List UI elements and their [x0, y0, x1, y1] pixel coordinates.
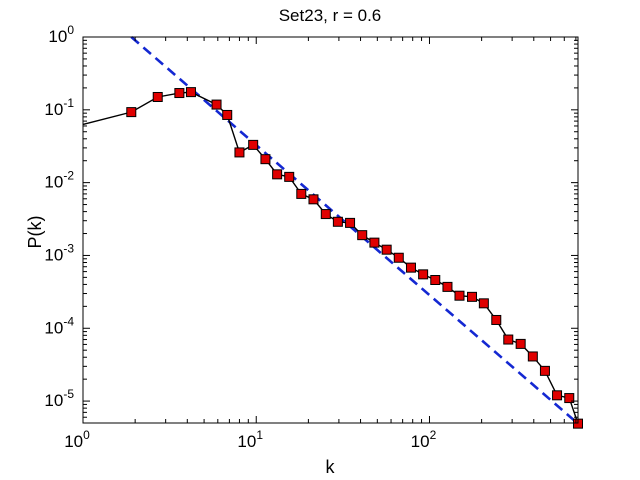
data-point-marker — [260, 154, 271, 165]
data-point-marker — [430, 275, 441, 285]
data-point-marker — [296, 188, 307, 199]
data-point-marker — [418, 269, 429, 280]
chart-title: Set23, r = 0.6 — [279, 6, 382, 25]
data-point-marker — [491, 314, 502, 325]
y-axis-label: P(k) — [25, 216, 45, 249]
data-point-marker — [405, 262, 416, 273]
y-tick-label: 10-3 — [44, 241, 74, 264]
data-point-marker — [369, 237, 380, 248]
data-point-marker — [357, 230, 368, 241]
data-point-marker — [527, 351, 538, 362]
data-point-marker — [320, 209, 331, 220]
data-point-marker — [126, 107, 137, 118]
data-point-marker — [564, 393, 575, 404]
data-point-marker — [381, 244, 392, 255]
data-point-marker — [248, 139, 259, 150]
data-point-marker — [234, 147, 245, 158]
data-point-marker — [478, 298, 489, 309]
data-point-marker — [467, 291, 478, 302]
fit-line — [130, 36, 579, 425]
data-point-marker — [152, 91, 163, 102]
data-point-marker — [345, 217, 356, 228]
x-axis-label: k — [326, 457, 336, 477]
y-tick-label: 10-2 — [44, 169, 74, 192]
data-point-marker — [308, 194, 319, 205]
data-point-marker — [393, 252, 404, 263]
y-tick-label: 10-4 — [44, 314, 74, 337]
data-point-marker — [284, 171, 295, 182]
y-tick-label: 10-1 — [44, 96, 74, 119]
data-point-marker — [332, 216, 343, 227]
data-point-marker — [185, 87, 196, 98]
y-tick-label: 100 — [48, 23, 74, 46]
x-tick-label: 101 — [237, 428, 263, 451]
y-tick-label: 10-5 — [44, 387, 74, 410]
data-point-marker — [442, 281, 453, 292]
data-point-marker — [211, 99, 222, 110]
data-point-marker — [272, 169, 283, 180]
data-point-marker — [539, 365, 550, 376]
x-tick-label: 102 — [411, 428, 437, 451]
data-point-marker — [222, 109, 233, 120]
x-tick-label: 100 — [64, 428, 90, 451]
data-point-marker — [174, 88, 185, 99]
data-point-marker — [503, 334, 514, 345]
data-point-marker — [552, 390, 563, 401]
data-point-marker — [515, 338, 526, 349]
axes-frame — [82, 36, 579, 424]
data-point-marker — [454, 290, 465, 301]
